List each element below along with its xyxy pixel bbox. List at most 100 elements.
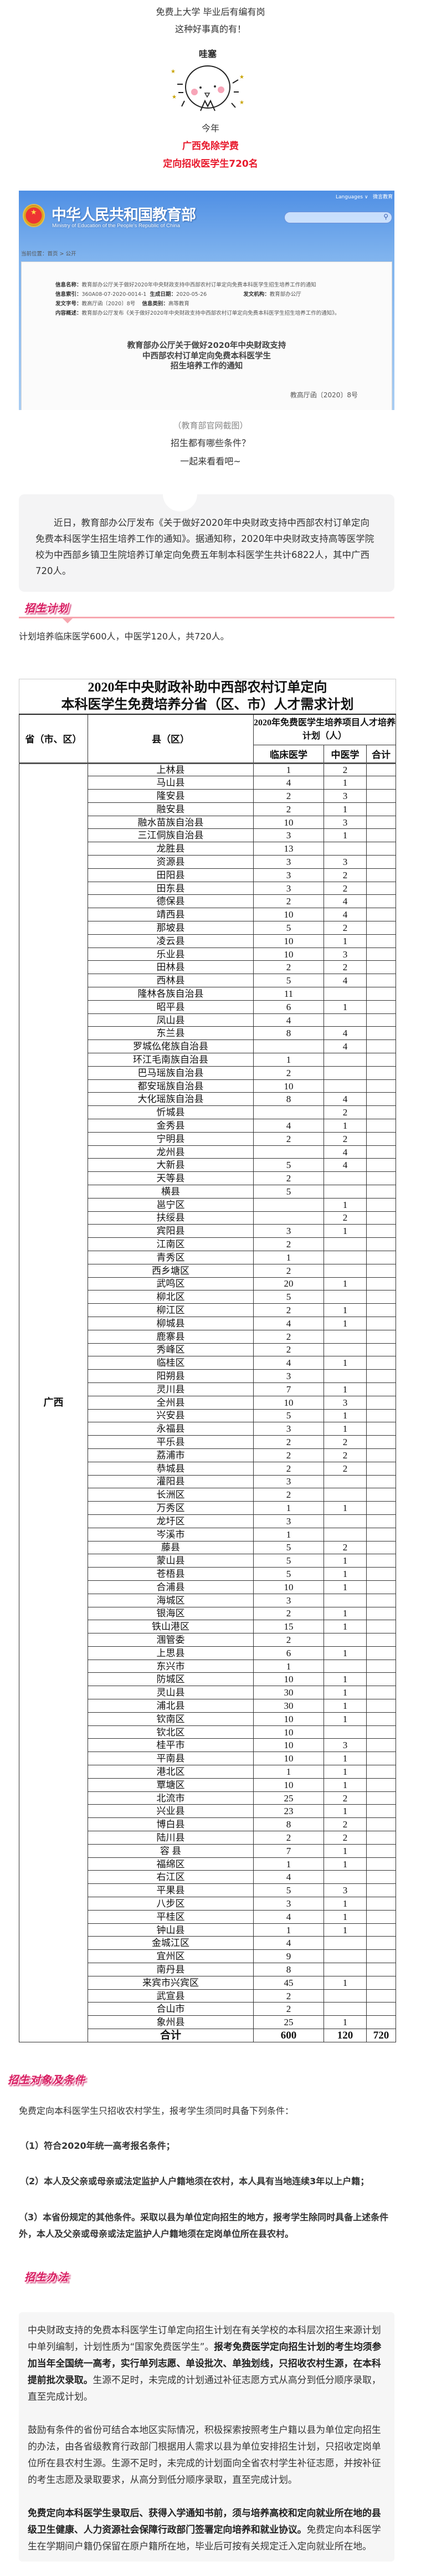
emphasis-text: 免费定向本科医学生录取后、获得入学通知书前，须与培养高校和定向就业所在地的县级卫… — [28, 2507, 381, 2535]
county-cell: 覃塘区 — [88, 1778, 254, 1792]
clinical-cell: 7 — [253, 1382, 324, 1396]
table-row: 资源县 3 3 — [19, 855, 397, 869]
total-cell — [366, 934, 397, 948]
info-label: 信息名称： — [55, 282, 82, 288]
clinical-cell: 3 — [253, 881, 324, 895]
plan-summary: 计划培养临床医学600人，中医学120人，共720人。 — [19, 631, 229, 642]
tcm-cell: 3 — [324, 947, 367, 961]
table-row: 八步区 3 1 — [19, 1897, 397, 1911]
tcm-cell: 3 — [324, 1738, 367, 1753]
tcm-cell — [324, 1633, 367, 1647]
clinical-cell: 4 — [253, 1316, 324, 1330]
moe-search-input[interactable]: ⚲ — [284, 212, 392, 223]
table-title-line: 2020年中央财政补助中西部农村订单定向 — [88, 680, 327, 695]
weiyan-link[interactable]: 微言教育 — [373, 194, 393, 200]
tcm-cell: 4 — [324, 1039, 367, 1054]
table-row: 宜州区 9 — [19, 1949, 397, 1964]
table-row: 铁山港区 15 1 — [19, 1620, 397, 1634]
county-cell: 永福县 — [88, 1422, 254, 1436]
county-cell: 凌云县 — [88, 934, 254, 948]
county-cell: 乐业县 — [88, 947, 254, 961]
county-cell: 兴业县 — [88, 1804, 254, 1819]
tcm-cell — [324, 1488, 367, 1502]
county-cell: 邕宁区 — [88, 1197, 254, 1212]
table-row: 龙圩区 3 — [19, 1514, 397, 1528]
total-cell — [366, 1672, 397, 1687]
county-cell: 忻城县 — [88, 1105, 254, 1120]
clinical-cell: 10 — [253, 1395, 324, 1410]
county-cell: 合浦县 — [88, 1580, 254, 1594]
county-cell: 三江侗族自治县 — [88, 828, 254, 843]
tcm-cell — [324, 1329, 367, 1344]
tcm-cell — [324, 1290, 367, 1304]
table-row: 扶绥县 2 — [19, 1211, 397, 1225]
table-row: 钦北区 10 — [19, 1725, 397, 1739]
clinical-cell: 2 — [253, 1303, 324, 1317]
clinical-cell: 2 — [253, 1461, 324, 1476]
total-cell — [366, 1593, 397, 1607]
total-cell — [366, 1527, 397, 1541]
table-row: 临桂区 4 1 — [19, 1356, 397, 1370]
county-cell: 扶绥县 — [88, 1211, 254, 1225]
county-cell: 天等县 — [88, 1171, 254, 1185]
tcm-cell: 1 — [324, 1804, 367, 1819]
county-cell: 秀峰区 — [88, 1343, 254, 1357]
county-cell: 融水苗族自治县 — [88, 815, 254, 829]
total-cell — [366, 1185, 397, 1199]
county-cell: 平南县 — [88, 1752, 254, 1766]
county-cell: 容 县 — [88, 1843, 254, 1858]
total-cell — [366, 1659, 397, 1673]
total-cell — [366, 1237, 397, 1251]
table-row: 陆川县 2 2 — [19, 1831, 397, 1845]
total-cell — [366, 1448, 397, 1462]
total-cell — [366, 1975, 397, 1990]
table-row: 田林县 2 2 — [19, 960, 397, 975]
total-cell — [366, 894, 397, 909]
county-cell: 江南区 — [88, 1237, 254, 1251]
tcm-cell — [324, 1989, 367, 2003]
tcm-cell — [324, 1527, 367, 1541]
total-cell — [366, 1474, 397, 1489]
table-row: 武宣县 2 — [19, 1989, 397, 2003]
search-icon[interactable]: ⚲ — [383, 213, 388, 221]
county-cell: 蒙山县 — [88, 1554, 254, 1568]
clinical-cell: 1 — [253, 1659, 324, 1673]
clinical-cell: 7 — [253, 1843, 324, 1858]
county-cell: 马山县 — [88, 776, 254, 790]
clinical-cell: 8 — [253, 1963, 324, 1976]
tcm-cell: 1 — [324, 1316, 367, 1330]
county-cell: 金秀县 — [88, 1119, 254, 1133]
table-row: 右江区 4 — [19, 1870, 397, 1884]
clinical-cell: 15 — [253, 1620, 324, 1634]
clinical-cell: 4 — [253, 1936, 324, 1950]
total-cell — [366, 1897, 397, 1911]
total-cell — [366, 1488, 397, 1502]
total-cell — [366, 842, 397, 856]
table-row: 融安县 2 1 — [19, 802, 397, 816]
total-clinical: 600 — [253, 2029, 324, 2042]
languages-link[interactable]: Languages ∨ — [336, 194, 368, 200]
clinical-cell: 3 — [253, 1422, 324, 1436]
table-row: 兴业县 23 1 — [19, 1804, 397, 1819]
intro-paragraph: 近日，教育部办公厅发布《关于做好2020年中央财政支持中西部农村订单定向免费本科… — [35, 518, 374, 576]
table-row: 天等县 2 — [19, 1171, 397, 1185]
total-cell — [366, 1501, 397, 1515]
county-cell: 防城区 — [88, 1672, 254, 1687]
table-row: 博白县 8 2 — [19, 1817, 397, 1832]
clinical-cell: 20 — [253, 1277, 324, 1291]
county-cell: 柳城县 — [88, 1316, 254, 1330]
table-row: 柳江区 2 1 — [19, 1303, 397, 1317]
tcm-cell — [324, 1659, 367, 1673]
total-cell — [366, 1409, 397, 1423]
county-cell: 陆川县 — [88, 1831, 254, 1845]
total-cell — [366, 1013, 397, 1027]
county-cell: 青秀区 — [88, 1250, 254, 1264]
total-cell — [366, 1752, 397, 1766]
clinical-cell: 5 — [253, 1290, 324, 1304]
total-cell — [366, 1936, 397, 1950]
table-row: 环江毛南族自治县 1 — [19, 1053, 397, 1067]
clinical-cell: 2 — [253, 1606, 324, 1621]
table-row: 青秀区 1 — [19, 1250, 397, 1264]
county-cell: 田林县 — [88, 960, 254, 975]
table-row: 平乐县 2 2 — [19, 1435, 397, 1449]
